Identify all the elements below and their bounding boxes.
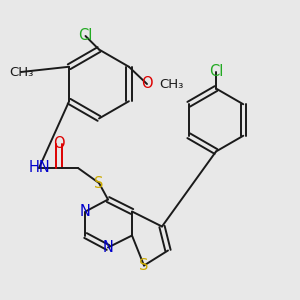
Text: CH₃: CH₃ [9, 65, 33, 79]
Text: O: O [53, 136, 64, 152]
Text: HN: HN [28, 160, 50, 175]
Text: S: S [94, 176, 104, 190]
Text: S: S [139, 258, 149, 273]
Text: O: O [141, 76, 153, 92]
Text: Cl: Cl [78, 28, 93, 44]
Text: CH₃: CH₃ [159, 77, 183, 91]
Text: Cl: Cl [209, 64, 223, 80]
Text: N: N [103, 240, 113, 255]
Text: N: N [80, 204, 91, 219]
